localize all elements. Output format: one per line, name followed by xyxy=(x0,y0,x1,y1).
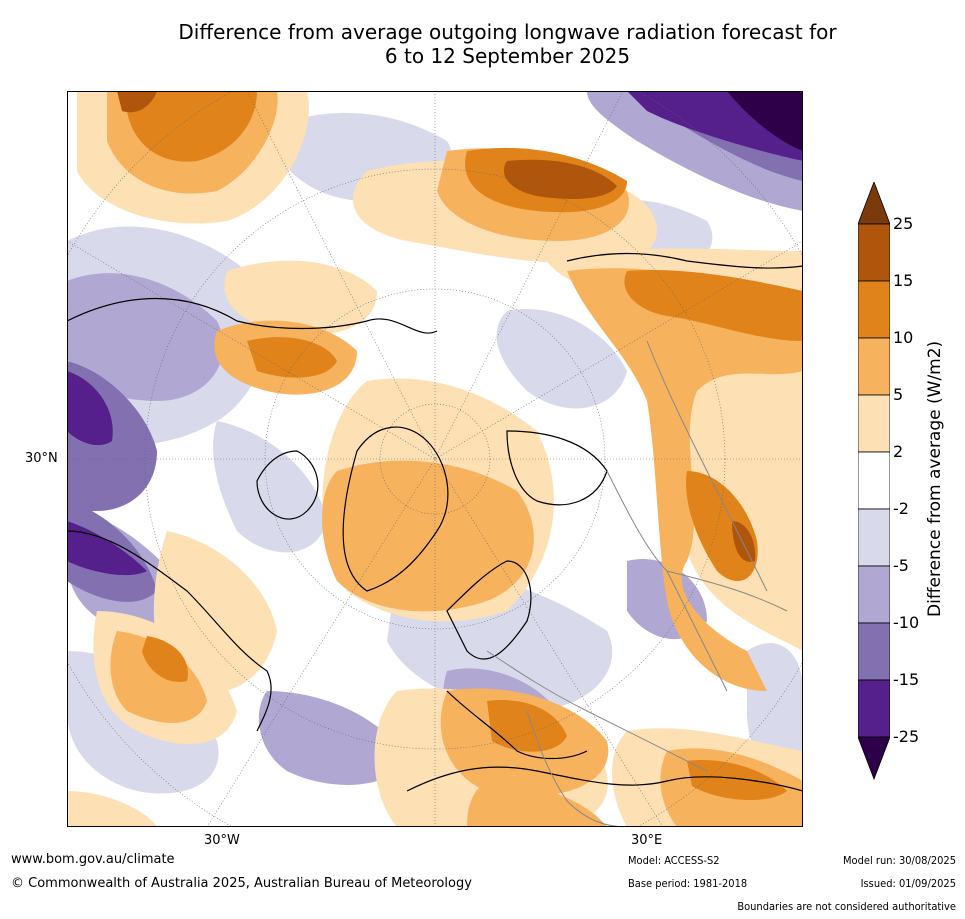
colorbar-tick-label: 15 xyxy=(893,271,914,290)
model-text: Model: ACCESS-S2 xyxy=(628,854,720,867)
colorbar-segment xyxy=(858,451,890,510)
colorbar xyxy=(858,182,890,781)
colorbar-tick-label: -25 xyxy=(893,727,920,746)
colorbar-segment xyxy=(858,508,890,567)
copyright-text: © Commonwealth of Australia 2025, Austra… xyxy=(11,876,472,891)
anomaly-darkest-corner xyxy=(727,91,803,151)
colorbar-segment xyxy=(858,223,890,282)
website-link[interactable]: www.bom.gov.au/climate xyxy=(11,852,175,867)
colorbar-tick-label: 25 xyxy=(893,214,914,233)
model-run-text: Model run: 30/08/2025 xyxy=(843,854,956,867)
colorbar-tick-label: 10 xyxy=(893,328,914,347)
colorbar-tick-label: 2 xyxy=(893,442,904,461)
colorbar-tick-label: -5 xyxy=(893,556,909,575)
graticule xyxy=(67,91,803,827)
colorbar-tick-label: -15 xyxy=(893,670,920,689)
colorbar-segment xyxy=(858,565,890,624)
country-borders xyxy=(486,340,788,827)
colorbar-segment xyxy=(858,622,890,681)
lon-label-30w: 30°W xyxy=(204,833,240,848)
lon-label-30e: 30°E xyxy=(631,833,663,848)
issued-text: Issued: 01/09/2025 xyxy=(860,877,956,890)
lat-label-30n: 30°N xyxy=(25,451,58,466)
base-period-text: Base period: 1981-2018 xyxy=(628,877,748,890)
colorbar-segment xyxy=(858,280,890,339)
title-line-2: 6 to 12 September 2025 xyxy=(384,44,631,68)
title-line-1: Difference from average outgoing longwav… xyxy=(178,20,837,44)
map-title: Difference from average outgoing longwav… xyxy=(0,20,965,68)
colorbar-tick-label: 5 xyxy=(893,385,904,404)
colorbar-tick-label: -10 xyxy=(893,613,920,632)
olr-anomaly-map xyxy=(67,91,803,827)
map-frame xyxy=(67,91,803,827)
colorbar-segment xyxy=(858,337,890,396)
colorbar-extend-bottom xyxy=(858,736,890,781)
anomaly-positive-strongest xyxy=(117,91,756,562)
colorbar-label: Difference from average (W/m2) xyxy=(925,340,945,617)
disclaimer-text: Boundaries are not considered authoritat… xyxy=(737,900,956,913)
colorbar-extend-top xyxy=(858,182,890,225)
colorbar-segment xyxy=(858,679,890,738)
colorbar-tick-label: -2 xyxy=(893,499,909,518)
colorbar-segment xyxy=(858,394,890,453)
coastlines xyxy=(67,252,803,792)
